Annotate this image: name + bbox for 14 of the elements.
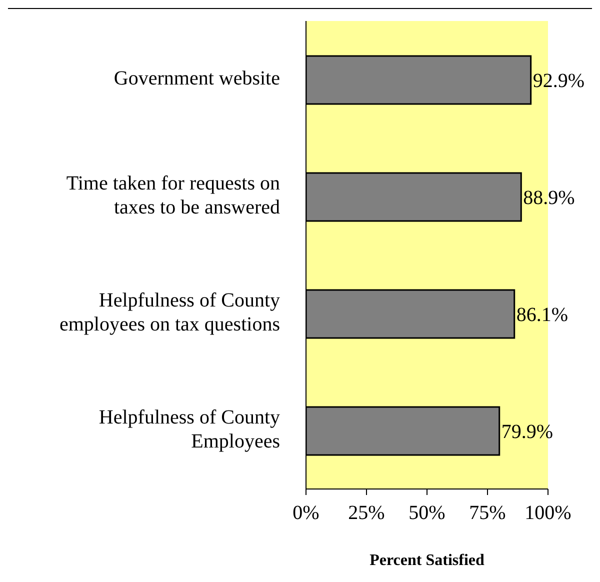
x-axis-title: Percent Satisfied bbox=[370, 552, 484, 569]
data-label: 92.9% bbox=[532, 70, 584, 92]
data-label: 86.1% bbox=[516, 304, 568, 326]
data-label: 79.9% bbox=[501, 421, 554, 444]
x-tick-label: 0% bbox=[292, 502, 320, 524]
y-tick-label: Helpfulness of County Employees bbox=[98, 406, 280, 452]
x-tick-label: 25% bbox=[348, 502, 385, 524]
y-tick-label: Government website bbox=[114, 67, 280, 90]
x-tick-label: 100% bbox=[524, 502, 572, 524]
y-tick-label: Helpfulness of County employees on tax questions bbox=[59, 289, 280, 336]
x-tick-label: 50% bbox=[408, 502, 446, 524]
x-tick-label: 75% bbox=[469, 502, 506, 524]
data-label: 88.9% bbox=[523, 187, 575, 210]
y-tick-label: Time taken for requests on taxes to be answered bbox=[66, 172, 280, 218]
